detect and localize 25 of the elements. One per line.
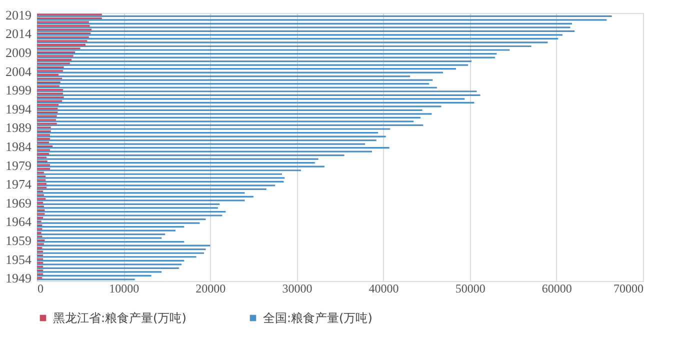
y-tick-label: 1984 [6,139,32,154]
x-tick-label: 60000 [542,282,572,296]
legend-label: 全国:粮食产量(万吨) [263,311,372,325]
y-tick-label: 1969 [6,195,32,210]
x-tick-label: 50000 [455,282,486,296]
y-tick-label: 2009 [6,44,32,60]
x-tick-label: 20000 [196,282,226,296]
y-tick-label: 1954 [6,252,32,267]
x-tick-label: 30000 [282,282,312,296]
y-tick-label: 1989 [6,120,32,136]
y-tick-label: 1974 [6,176,32,192]
y-tick-label: 2019 [6,7,32,22]
y-tick-label: 1964 [6,214,32,230]
x-tick-label: 10000 [109,282,140,296]
y-tick-label: 1999 [6,82,32,98]
legend-label: 黑龙江省:粮食产量(万吨) [53,311,186,325]
y-tick-label: 2004 [6,64,32,79]
y-tick-label: 1979 [6,158,32,173]
y-tick-label: 1994 [6,101,32,116]
y-tick-label: 2014 [6,26,32,42]
x-tick-label: 0 [38,282,44,296]
y-tick-label: 1949 [6,270,32,286]
x-tick-label: 40000 [368,282,399,296]
y-tick-label: 1959 [6,233,32,248]
x-tick-label: 70000 [614,282,644,296]
